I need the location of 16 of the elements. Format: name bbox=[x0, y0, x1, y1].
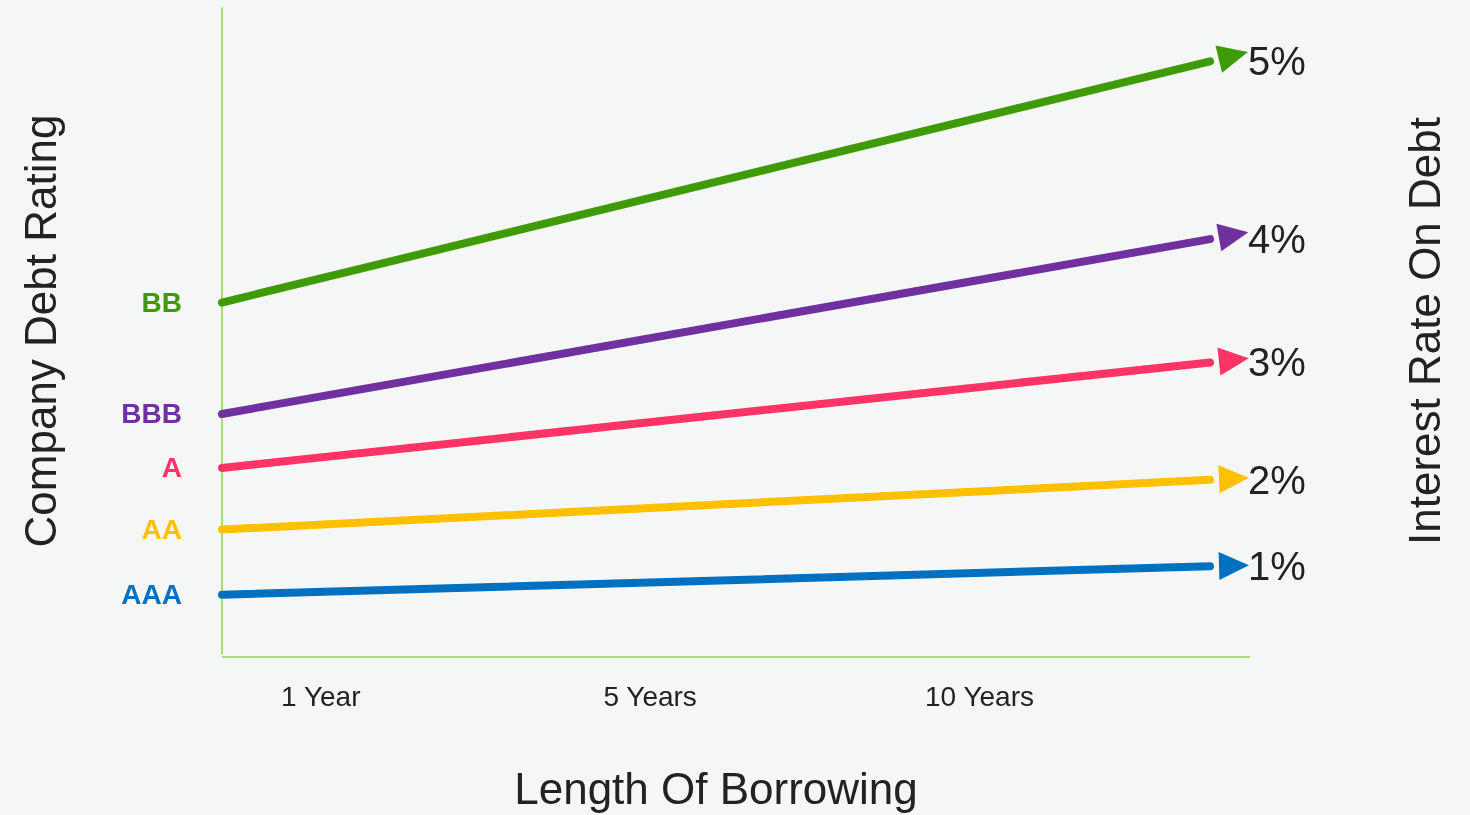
y2-axis-title: Interest Rate On Debt bbox=[1399, 117, 1449, 545]
x-tick-label: 5 Years bbox=[603, 680, 697, 712]
series-label: BB bbox=[141, 287, 182, 319]
annotation: 2% bbox=[1248, 457, 1306, 502]
x-tick-label: 1 Year bbox=[281, 680, 361, 712]
annotation: 1% bbox=[1248, 544, 1306, 589]
x-axis-title: Length Of Borrowing bbox=[514, 763, 918, 813]
annotation: 3% bbox=[1248, 340, 1306, 385]
series-label: AAA bbox=[121, 579, 182, 611]
series-label: AA bbox=[141, 514, 182, 546]
series-label: BBB bbox=[121, 398, 182, 430]
y-axis-title: Company Debt Rating bbox=[15, 114, 65, 548]
series-label: A bbox=[161, 452, 182, 484]
annotation: 4% bbox=[1248, 217, 1306, 262]
annotation: 5% bbox=[1248, 39, 1306, 84]
x-tick-label: 10 Years bbox=[924, 680, 1034, 712]
